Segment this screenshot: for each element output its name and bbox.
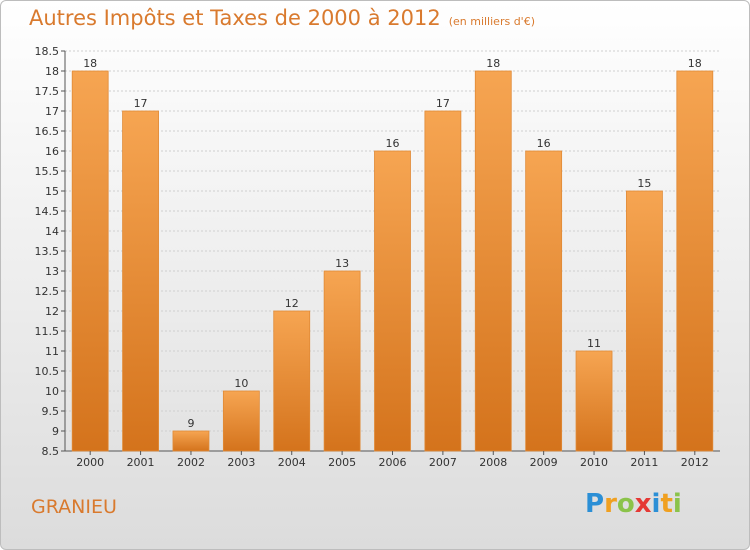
- y-tick-label: 14.5: [35, 205, 60, 218]
- bar: [374, 150, 411, 452]
- x-tick-label: 2007: [429, 456, 457, 469]
- y-tick-label: 9.5: [42, 405, 60, 418]
- bar: [474, 70, 512, 452]
- title-unit: (en milliers d'€): [448, 15, 535, 28]
- town-name: GRANIEU: [31, 496, 117, 518]
- logo-letter: x: [634, 489, 652, 519]
- y-tick-label: 11: [45, 345, 59, 358]
- bar: [676, 70, 714, 452]
- chart-title: Autres Impôts et Taxes de 2000 à 2012 (en…: [29, 6, 535, 30]
- bar: [424, 110, 462, 452]
- bar-value-label: 17: [436, 97, 450, 110]
- bar-value-label: 10: [234, 377, 248, 390]
- bar-value-label: 17: [134, 97, 148, 110]
- x-tick-label: 2005: [328, 456, 356, 469]
- x-tick-label: 2003: [227, 456, 255, 469]
- x-tick-label: 2008: [479, 456, 507, 469]
- y-tick-label: 18.5: [35, 45, 60, 58]
- x-tick-label: 2002: [177, 456, 205, 469]
- y-tick-label: 10: [45, 385, 59, 398]
- y-tick-label: 9: [52, 425, 59, 438]
- bar-value-label: 13: [335, 257, 349, 270]
- bar: [575, 350, 613, 452]
- y-tick-label: 16: [45, 145, 59, 158]
- logo-letter: t: [660, 489, 673, 519]
- y-tick-label: 17.5: [35, 85, 60, 98]
- bar-value-label: 16: [537, 137, 551, 150]
- x-tick-label: 2011: [630, 456, 658, 469]
- y-tick-label: 13: [45, 265, 59, 278]
- bar-value-label: 18: [688, 57, 702, 70]
- x-tick-label: 2000: [76, 456, 104, 469]
- logo-letter: i: [672, 489, 682, 519]
- y-tick-label: 11.5: [35, 325, 60, 338]
- y-tick-label: 15.5: [35, 165, 60, 178]
- logo-letter: P: [585, 489, 605, 519]
- x-tick-label: 2006: [379, 456, 407, 469]
- logo-letter: o: [616, 489, 635, 519]
- x-tick-label: 2001: [127, 456, 155, 469]
- bar: [626, 190, 663, 452]
- bar: [172, 430, 210, 452]
- proxiti-logo[interactable]: Proxiti: [585, 489, 682, 519]
- bar-value-label: 18: [486, 57, 500, 70]
- y-tick-label: 18: [45, 65, 59, 78]
- bar-value-label: 9: [187, 417, 194, 430]
- y-tick-label: 16.5: [35, 125, 60, 138]
- bar: [122, 110, 159, 452]
- bar: [525, 150, 563, 452]
- x-tick-label: 2010: [580, 456, 608, 469]
- y-tick-label: 15: [45, 185, 59, 198]
- x-tick-label: 2012: [681, 456, 709, 469]
- logo-letter: i: [651, 489, 661, 519]
- bar-value-label: 11: [587, 337, 601, 350]
- bar-value-label: 12: [285, 297, 299, 310]
- y-tick-label: 8.5: [42, 445, 60, 458]
- bar-value-label: 15: [637, 177, 651, 190]
- y-tick-label: 17: [45, 105, 59, 118]
- logo-letter: r: [604, 489, 617, 519]
- y-tick-label: 14: [45, 225, 59, 238]
- y-tick-label: 12: [45, 305, 59, 318]
- bar: [323, 270, 361, 452]
- y-tick-label: 12.5: [35, 285, 60, 298]
- y-tick-label: 13.5: [35, 245, 60, 258]
- bar-value-label: 16: [386, 137, 400, 150]
- x-tick-label: 2004: [278, 456, 306, 469]
- bar-value-label: 18: [83, 57, 97, 70]
- y-tick-label: 10.5: [35, 365, 60, 378]
- bar: [71, 70, 109, 452]
- bar: [273, 310, 311, 452]
- bar: [222, 390, 260, 452]
- x-tick-label: 2009: [530, 456, 558, 469]
